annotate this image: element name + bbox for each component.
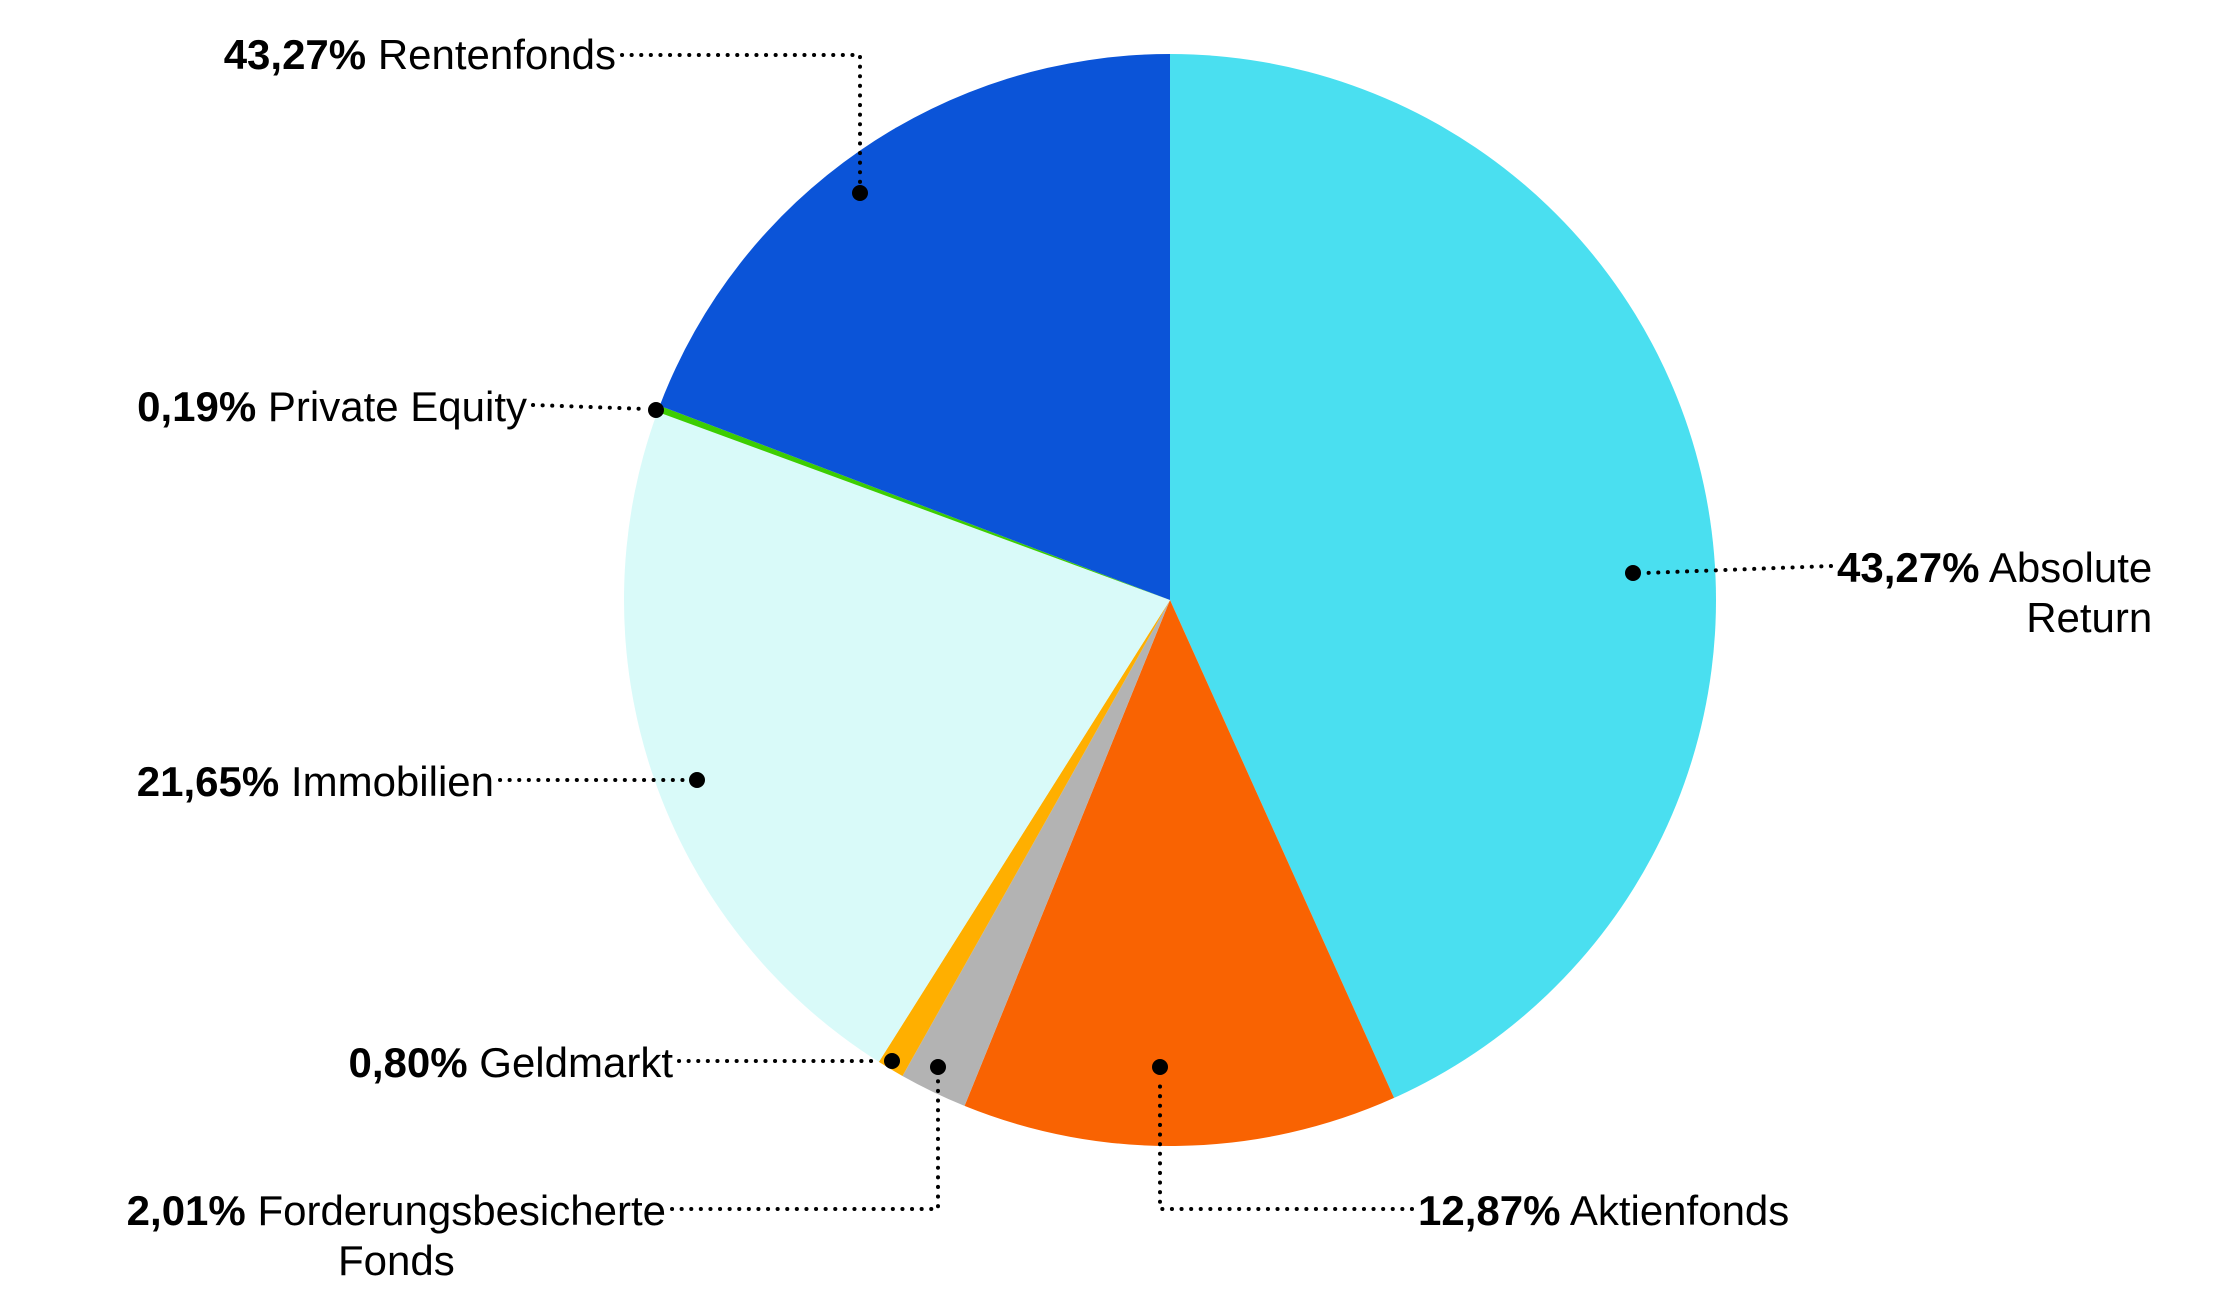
dot-immobilien	[689, 772, 705, 788]
slice-name-line-1: Absolute	[1988, 544, 2153, 591]
pie-slice-forderungsbesicherte-fonds	[902, 600, 1170, 1106]
leader-forderungsbesicherte-fonds	[670, 1076, 940, 1211]
leader-lines	[498, 53, 1833, 1211]
pie-slice-immobilien	[623, 411, 1170, 1062]
callout-rentenfonds: 43,27% Rentenfonds	[224, 30, 616, 80]
callout-aktienfonds: 12,87% Aktienfonds	[1418, 1186, 1789, 1236]
dot-aktienfonds	[1152, 1059, 1168, 1075]
pie-slice-absolute-return	[1170, 54, 1717, 1098]
percent-label: 43,27%	[1837, 544, 1980, 591]
slice-name: Geldmarkt	[479, 1039, 673, 1086]
slice-name-line-1: Forderungsbesicherte	[257, 1187, 666, 1234]
callout-forderungsbesicherte-fonds: 2,01% Forderungsbesicherte Fonds	[127, 1186, 666, 1286]
callout-immobilien: 21,65% Immobilien	[137, 757, 494, 807]
percent-label: 12,87%	[1418, 1187, 1561, 1234]
slice-name: Immobilien	[290, 758, 494, 805]
label-line-1: 43,27% Absolute	[1837, 543, 2152, 593]
slice-name: Private Equity	[267, 383, 527, 430]
percent-label: 21,65%	[136, 758, 280, 805]
leader-private-equity	[531, 403, 648, 411]
callout-private-equity: 0,19% Private Equity	[137, 382, 527, 432]
label-line-2: Return	[1837, 593, 2152, 643]
dot-forderungsbesicherte-fonds	[930, 1059, 946, 1075]
pie-slice-aktienfonds	[964, 600, 1395, 1146]
label-line-1: 2,01% Forderungsbesicherte	[127, 1186, 666, 1236]
percent-label: 2,01%	[126, 1187, 246, 1234]
slice-name-line-2: Fonds	[337, 1237, 455, 1284]
pie-slice-rentenfonds	[659, 53, 1170, 600]
pie-slice-private-equity	[657, 405, 1170, 600]
dot-absolute-return	[1625, 565, 1641, 581]
dot-private-equity	[648, 402, 664, 418]
dot-rentenfonds	[852, 185, 868, 201]
percent-label: 0,80%	[348, 1039, 468, 1086]
dot-geldmarkt	[884, 1053, 900, 1069]
percent-label: 43,27%	[223, 31, 367, 78]
percent-label: 0,19%	[137, 383, 257, 430]
leader-dots	[648, 185, 1641, 1075]
callout-geldmarkt: 0,80% Geldmarkt	[349, 1038, 673, 1088]
leader-absolute-return	[1643, 564, 1833, 575]
callout-absolute-return: 43,27% Absolute Return	[1837, 543, 2152, 643]
pie-slices	[623, 53, 1717, 1146]
pie-slice-geldmarkt	[878, 600, 1170, 1076]
label-line-2: Fonds	[127, 1236, 666, 1286]
slice-name: Rentenfonds	[377, 31, 616, 78]
slice-name-line-2: Return	[2026, 594, 2153, 641]
leader-rentenfonds	[620, 53, 862, 186]
slice-name: Aktienfonds	[1569, 1187, 1790, 1234]
